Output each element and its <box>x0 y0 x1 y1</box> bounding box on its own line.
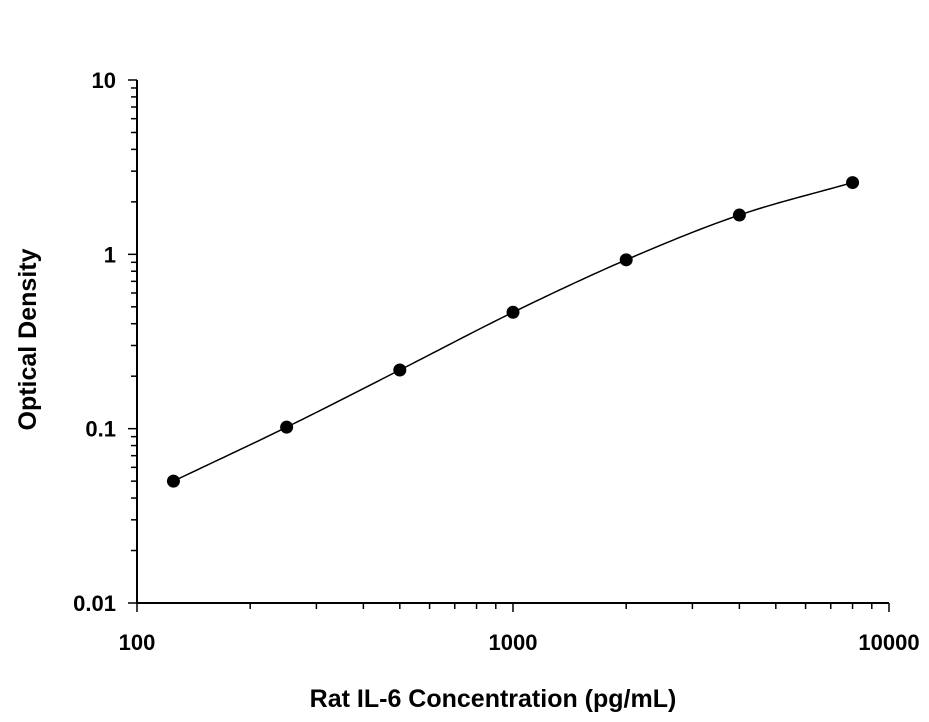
data-point <box>619 253 633 267</box>
y-tick-label: 0.1 <box>85 417 116 442</box>
y-tick-label: 10 <box>92 68 116 93</box>
tick-labels: 100 1000 10000 0.01 0.1 1 10 <box>73 68 919 655</box>
data-point <box>393 363 407 377</box>
x-axis-title: Rat IL-6 Concentration (pg/mL) <box>310 685 677 713</box>
data-point <box>280 420 294 434</box>
y-axis-title: Optical Density <box>14 248 42 430</box>
data-point <box>846 176 860 190</box>
x-tick-label: 1000 <box>489 630 538 655</box>
data-point <box>166 474 180 488</box>
x-tick-label: 10000 <box>858 630 919 655</box>
ticks <box>128 79 890 612</box>
y-tick-label: 0.01 <box>73 591 116 616</box>
data-points <box>166 176 860 488</box>
y-tick-label: 1 <box>104 242 116 267</box>
x-tick-label: 100 <box>119 630 156 655</box>
data-point <box>506 305 520 319</box>
data-point <box>732 208 746 222</box>
axes <box>136 80 889 604</box>
fit-curve <box>173 181 853 482</box>
